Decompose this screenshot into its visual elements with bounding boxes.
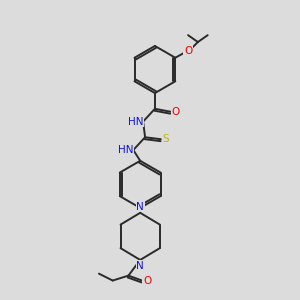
Text: HN: HN [128,116,143,127]
Text: N: N [136,202,144,212]
Text: O: O [171,107,180,117]
Text: N: N [136,261,144,271]
Text: S: S [162,134,169,144]
Text: HN: HN [118,145,133,155]
Text: O: O [184,46,192,56]
Text: O: O [143,275,151,286]
